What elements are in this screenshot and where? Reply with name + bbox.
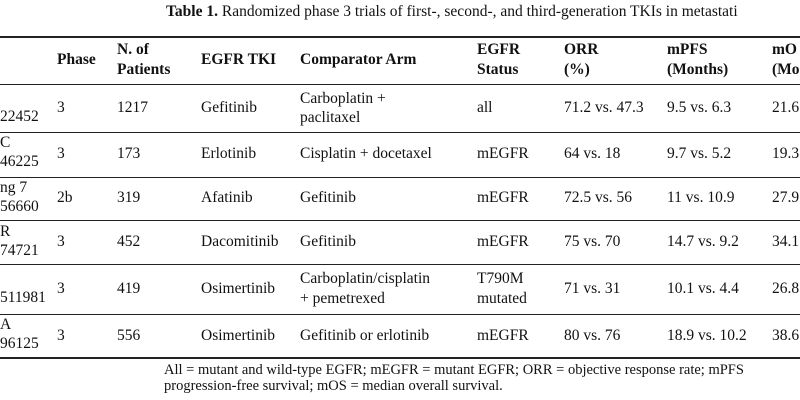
cell-mpfs: 10.1 vs. 4.4 — [667, 280, 739, 297]
cell-patients: 556 — [117, 327, 141, 344]
cell-tki: Osimertinib — [201, 280, 276, 297]
header-status-line1: EGFR — [477, 41, 521, 58]
cell-phase: 3 — [57, 280, 65, 297]
cell-comparator: Cisplatin + docetaxel — [300, 145, 432, 162]
cell-comparator-line1: Carboplatin/cisplatin — [300, 270, 431, 287]
cell-comparator: Gefitinib or erlotinib — [300, 327, 430, 344]
cell-mos: 38.6 — [772, 327, 800, 344]
cell-phase: 3 — [57, 145, 65, 162]
cell-tki: Erlotinib — [201, 145, 257, 162]
table-caption-label: Table 1. — [166, 3, 218, 20]
header-mos-line1: mO — [772, 41, 797, 58]
cell-tki: Afatinib — [201, 189, 253, 206]
row-divider — [0, 132, 800, 133]
cell-orr: 71.2 vs. 47.3 — [564, 99, 644, 116]
header-mpfs-line1: mPFS — [667, 41, 708, 58]
header-egfr-tki: EGFR TKI — [201, 51, 277, 68]
cell-status: mEGFR — [477, 189, 529, 206]
row-divider — [0, 264, 800, 265]
cell-mpfs: 9.7 vs. 5.2 — [667, 145, 732, 162]
cell-study-line2: 96125 — [0, 335, 39, 352]
cell-orr: 71 vs. 31 — [564, 280, 621, 297]
cell-patients: 419 — [117, 280, 141, 297]
cell-mos: 34.1 — [772, 233, 800, 250]
row-divider — [0, 177, 800, 178]
cell-status: mEGFR — [477, 233, 529, 250]
table-footnote: All = mutant and wild-type EGFR; mEGFR =… — [164, 362, 800, 394]
footnote-line2: progression-free survival; mOS = median … — [164, 378, 503, 394]
row-divider — [0, 220, 800, 221]
cell-orr: 75 vs. 70 — [564, 233, 621, 250]
cell-patients: 319 — [117, 189, 141, 206]
cell-status: all — [477, 99, 493, 116]
header-mos-line2: (Mo — [772, 61, 800, 78]
cell-phase: 3 — [57, 233, 65, 250]
cell-comparator-line2: + pemetrexed — [300, 290, 385, 307]
cell-phase: 3 — [57, 99, 65, 116]
cell-status-line2: mutated — [477, 290, 527, 307]
cell-mpfs: 11 vs. 10.9 — [667, 189, 735, 206]
cell-study-line1: C — [0, 134, 11, 151]
cell-status-line1: T790M — [477, 270, 524, 287]
cell-comparator: Gefitinib — [300, 233, 356, 250]
cell-orr: 80 vs. 76 — [564, 327, 621, 344]
cell-comparator-line2: paclitaxel — [300, 109, 361, 126]
header-status-line2: Status — [477, 61, 519, 78]
header-mpfs-line2: (Months) — [667, 61, 729, 78]
footnote-line1: All = mutant and wild-type EGFR; mEGFR =… — [164, 362, 744, 378]
cell-comparator-line1: Carboplatin + — [300, 90, 386, 107]
cell-mos: 27.9 — [772, 189, 800, 206]
cell-status: mEGFR — [477, 327, 529, 344]
cell-patients: 173 — [117, 145, 141, 162]
row-divider — [0, 314, 800, 315]
cell-tki: Gefitinib — [201, 99, 257, 116]
cell-mpfs: 14.7 vs. 9.2 — [667, 233, 739, 250]
cell-study-line2: 46225 — [0, 153, 39, 170]
cell-mpfs: 9.5 vs. 6.3 — [667, 99, 732, 116]
cell-study: 511981 — [0, 289, 46, 306]
header-bottom-rule — [0, 84, 800, 85]
cell-patients: 1217 — [117, 99, 148, 116]
cell-study-line1: ng 7 — [0, 179, 28, 196]
header-n-line2: Patients — [117, 61, 171, 78]
cell-study-line1: A — [0, 316, 12, 333]
table-bottom-rule — [0, 357, 800, 359]
header-phase: Phase — [57, 51, 96, 68]
cell-mos: 19.3 — [772, 145, 800, 162]
cell-mos: 21.6 — [772, 99, 800, 116]
cell-study-line1: R — [0, 223, 11, 240]
cell-study: 22452 — [0, 108, 39, 125]
table-caption-text: Randomized phase 3 trials of first-, sec… — [221, 3, 738, 20]
cell-tki: Dacomitinib — [201, 233, 279, 250]
cell-status: mEGFR — [477, 145, 529, 162]
cell-orr: 72.5 vs. 56 — [564, 189, 633, 206]
table-caption: Table 1. Randomized phase 3 trials of fi… — [166, 0, 800, 26]
cell-tki: Osimertinib — [201, 327, 276, 344]
cell-phase: 2b — [57, 189, 73, 206]
cell-study-line2: 74721 — [0, 242, 39, 259]
cell-mpfs: 18.9 vs. 10.2 — [667, 327, 747, 344]
cell-orr: 64 vs. 18 — [564, 145, 621, 162]
header-n-line1: N. of — [117, 41, 149, 58]
cell-phase: 3 — [57, 327, 65, 344]
header-comparator: Comparator Arm — [300, 51, 417, 68]
cell-patients: 452 — [117, 233, 141, 250]
cell-study-line2: 56660 — [0, 198, 39, 215]
table-top-rule — [0, 36, 800, 38]
header-orr-line2: (%) — [564, 61, 590, 78]
cell-mos: 26.8 — [772, 280, 800, 297]
header-orr-line1: ORR — [564, 41, 599, 58]
cell-comparator: Gefitinib — [300, 189, 356, 206]
